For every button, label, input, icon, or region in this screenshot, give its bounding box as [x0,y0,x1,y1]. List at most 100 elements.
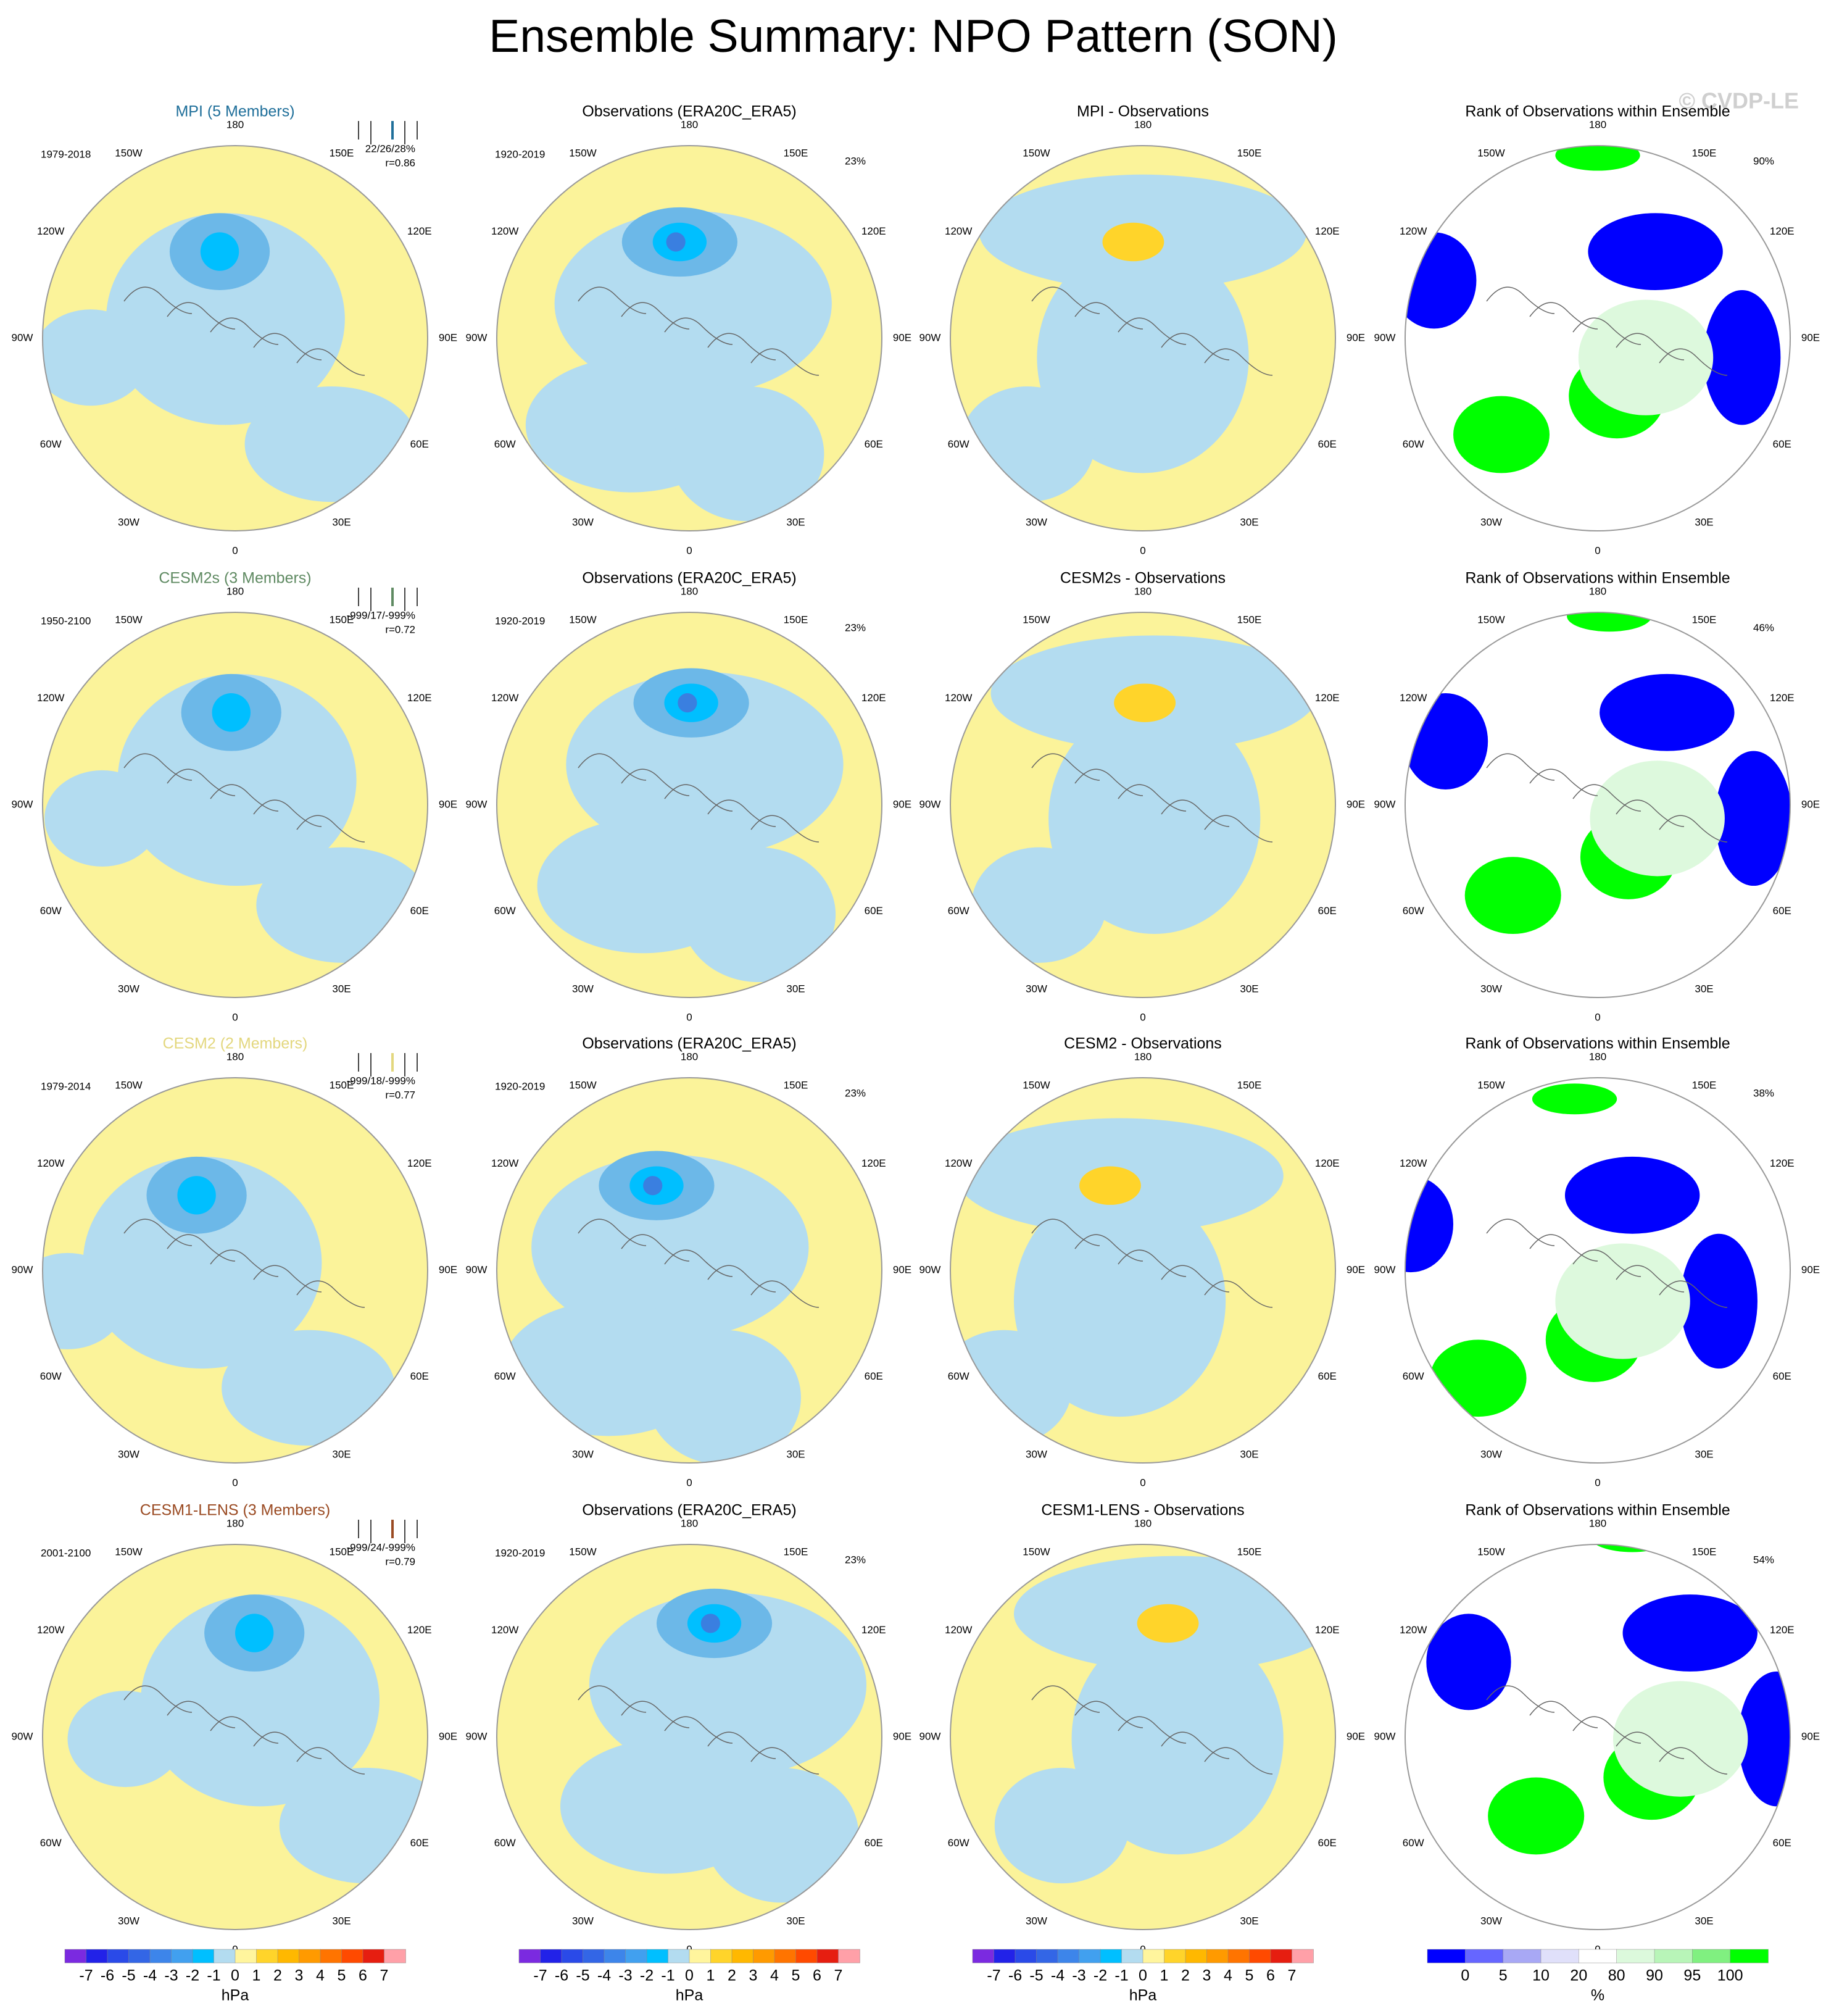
coastline [621,1234,690,1262]
contour-region [1578,299,1714,415]
longitude-label: 60W [40,1837,62,1849]
colorbar-label: -2 [186,1967,199,1985]
colorbar-box [64,1949,87,1964]
colorbar-label: 0 [685,1967,694,1985]
longitude-label: 120E [1770,1624,1795,1636]
colorbar-box [838,1949,860,1964]
coastline [1486,1218,1555,1246]
colorbar-label: 100 [1717,1967,1743,1985]
longitude-label: 60E [865,905,883,917]
colorbar-box [1579,1949,1617,1964]
colorbar-box [234,1949,257,1964]
contour-region [177,1176,216,1215]
contour-region [1612,1681,1748,1797]
coastline [253,799,322,827]
contour-region [666,232,686,252]
longitude-label: 30W [118,1915,139,1926]
colorbar-label: -2 [1094,1967,1107,1985]
longitude-label: 120W [1400,692,1427,704]
coastline [1529,1234,1598,1262]
coastline [1161,799,1230,827]
colorbar-label: -6 [555,1967,568,1985]
longitude-label: 150W [569,148,596,159]
coastline [1204,348,1273,376]
colorbar-label: 2 [1181,1967,1190,1985]
contour-region [1037,242,1249,473]
colorbar-label: 95 [1683,1967,1701,1985]
coastline [296,348,365,376]
map [950,1078,1335,1463]
longitude-label: 90W [466,1730,488,1742]
longitude-label: 150E [1237,614,1262,626]
longitude-label: 180 [226,1517,244,1529]
longitude-label: 60E [1773,1370,1791,1382]
longitude-label: 150E [1237,1080,1262,1091]
coastline [123,1685,193,1713]
longitude-label: 90E [1801,1264,1820,1275]
longitude-label: 0 [1595,1477,1600,1488]
colorbar-box [1730,1949,1769,1964]
contour-region [1464,857,1561,935]
contour-region [700,1614,720,1633]
panel-title: Observations (ERA20C_ERA5) [582,570,796,587]
longitude-label: 150E [784,1080,808,1091]
map-border [42,145,428,531]
contour-region [554,211,832,396]
coastline [750,1280,820,1308]
contour-region [1114,683,1176,722]
map [497,1544,882,1930]
longitude-label: 180 [1589,119,1606,130]
map [43,1544,428,1930]
longitude-label: 90E [1347,1730,1365,1742]
colorbar-label: 5 [1245,1967,1254,1985]
longitude-label: 0 [686,544,692,556]
colorbar: -7 -6 -5 -4 -3 -2 -1 0 1 2 3 4 5 6 7 hPa [518,1949,860,2004]
longitude-label: 180 [681,585,698,597]
period: 2001-2100 [41,1547,91,1559]
coastline [123,1218,193,1246]
coastline [1529,768,1598,796]
contour-region [670,386,824,522]
map [1405,612,1790,998]
longitude-label: 120E [1770,225,1795,237]
longitude-label: 120W [37,1624,64,1636]
longitude-label: 180 [1589,585,1606,597]
longitude-label: 180 [1589,1517,1606,1529]
longitude-label: 90W [919,1730,941,1742]
coastline [1529,302,1598,330]
coastline [1118,784,1187,812]
coastline [664,1716,733,1744]
colorbar-box [646,1949,669,1964]
contour-region [960,386,1095,502]
colorbar-label: 10 [1532,1967,1550,1985]
coastline [1031,753,1100,781]
colorbar-label: -7 [533,1967,547,1985]
longitude-label: 120E [1315,225,1340,237]
period: 1920-2019 [495,1080,545,1092]
panel-title: CESM1-LENS - Observations [1041,1502,1244,1519]
longitude-label: 120W [945,1624,972,1636]
longitude-label: 30W [1480,1915,1502,1926]
panel-title: Observations (ERA20C_ERA5) [582,1502,796,1519]
colorbar-label: 0 [231,1967,239,1985]
longitude-label: 180 [1134,1051,1152,1062]
longitude-label: 60E [865,438,883,450]
coastline [578,286,647,314]
longitude-label: 60E [1773,905,1791,917]
longitude-label: 90E [439,331,457,343]
map [497,1078,882,1463]
longitude-label: 30W [572,1915,594,1926]
longitude-label: 120E [861,1624,886,1636]
longitude-label: 150E [1237,1546,1262,1558]
colorbar-box [1185,1949,1208,1964]
map-border [1405,145,1791,531]
coastline [1572,317,1641,345]
longitude-label: 120W [1400,1624,1427,1636]
coastline [750,348,820,376]
map [950,1544,1335,1930]
longitude-label: 120E [1315,692,1340,704]
colorbar-box [604,1949,626,1964]
colorbar-box [668,1949,690,1964]
